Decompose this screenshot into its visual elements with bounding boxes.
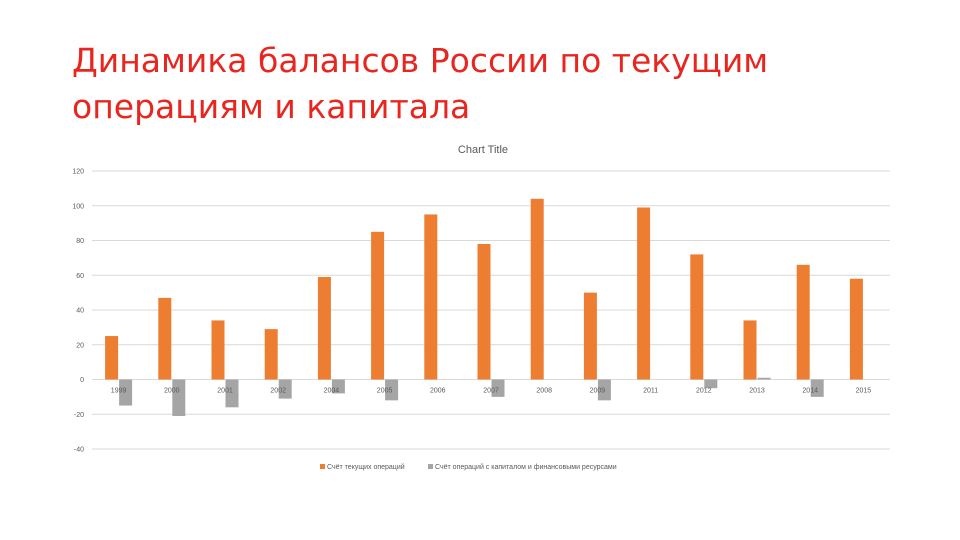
bar-capital-account-2014 (810, 379, 824, 397)
x-category-label: 2013 (749, 388, 765, 395)
x-category-label: 2007 (483, 388, 499, 395)
bar-current-account-2006 (424, 214, 438, 380)
x-category-label: 2001 (217, 388, 233, 395)
bar-capital-account-2001 (225, 379, 239, 408)
bar-capital-account-2004 (331, 379, 345, 394)
x-category-label: 2009 (590, 388, 606, 395)
gridlines (92, 170, 890, 450)
bar-capital-account-2000 (172, 379, 186, 416)
x-category-label: 2015 (856, 388, 872, 395)
bars (105, 198, 877, 416)
legend-swatch (320, 464, 325, 469)
legend-entry-label: Счёт операций с капиталом и финансовыми … (435, 463, 617, 471)
slide-title-line-2: операциям и капитала (72, 87, 471, 126)
x-category-label: 2008 (536, 388, 552, 395)
legend-entry-label: Счёт текущих операций (327, 463, 405, 471)
bar-capital-account-2007 (491, 379, 505, 397)
x-category-label: 2014 (802, 388, 818, 395)
bar-current-account-2015 (849, 278, 863, 380)
bar-current-account-2001 (211, 320, 225, 380)
y-tick-label: 0 (80, 377, 84, 384)
x-category-label: 2004 (324, 388, 340, 395)
bar-current-account-2009 (583, 292, 597, 380)
bar-current-account-2012 (690, 254, 704, 380)
x-category-label: 1999 (111, 388, 127, 395)
x-category-label: 2002 (270, 388, 286, 395)
bar-capital-account-1999 (119, 379, 133, 406)
bar-capital-account-2005 (385, 379, 399, 401)
bar-capital-account-2013 (757, 377, 771, 380)
x-category-label: 2011 (643, 388, 658, 395)
bar-current-account-2008 (530, 198, 544, 380)
x-category-label: 2012 (696, 388, 712, 395)
bar-current-account-2000 (158, 297, 172, 380)
y-tick-label: 40 (76, 308, 84, 315)
slide-title: Динамика балансов России по текущим опер… (72, 38, 892, 130)
y-tick-label: 60 (76, 273, 84, 280)
bar-current-account-1999 (105, 336, 119, 380)
x-category-label: 2006 (430, 388, 446, 395)
slide-title-line-1: Динамика балансов России по текущим (72, 41, 769, 80)
y-axis-tick-labels: -40 -20 0 20 40 60 80 100 120 (72, 169, 84, 454)
bar-current-account-2007 (477, 243, 491, 380)
bar-capital-account-2009 (597, 379, 611, 401)
chart-title: Chart Title (458, 144, 508, 156)
y-tick-label: 80 (76, 238, 84, 245)
bar-current-account-2011 (637, 207, 651, 380)
y-tick-label: -20 (74, 412, 84, 419)
legend-swatch (428, 464, 433, 469)
bar-current-account-2013 (743, 320, 757, 380)
y-tick-label: 120 (72, 169, 84, 176)
bar-current-account-2005 (371, 231, 385, 380)
legend: Счёт текущих операций Счёт операций с кап… (320, 463, 617, 471)
bar-capital-account-2002 (278, 379, 292, 399)
y-tick-label: 20 (76, 342, 84, 349)
y-tick-label: -40 (74, 447, 84, 454)
x-category-label: 2000 (164, 388, 180, 395)
y-tick-label: 100 (72, 203, 84, 210)
x-axis-category-labels: 1999 2000 2001 2002 2004 2005 2006 2007 2008 2009… (111, 388, 871, 395)
bar-capital-account-2012 (704, 379, 718, 389)
bar-current-account-2014 (796, 264, 810, 380)
bar-current-account-2004 (317, 276, 331, 380)
x-category-label: 2005 (377, 388, 393, 395)
bar-current-account-2002 (264, 329, 278, 380)
